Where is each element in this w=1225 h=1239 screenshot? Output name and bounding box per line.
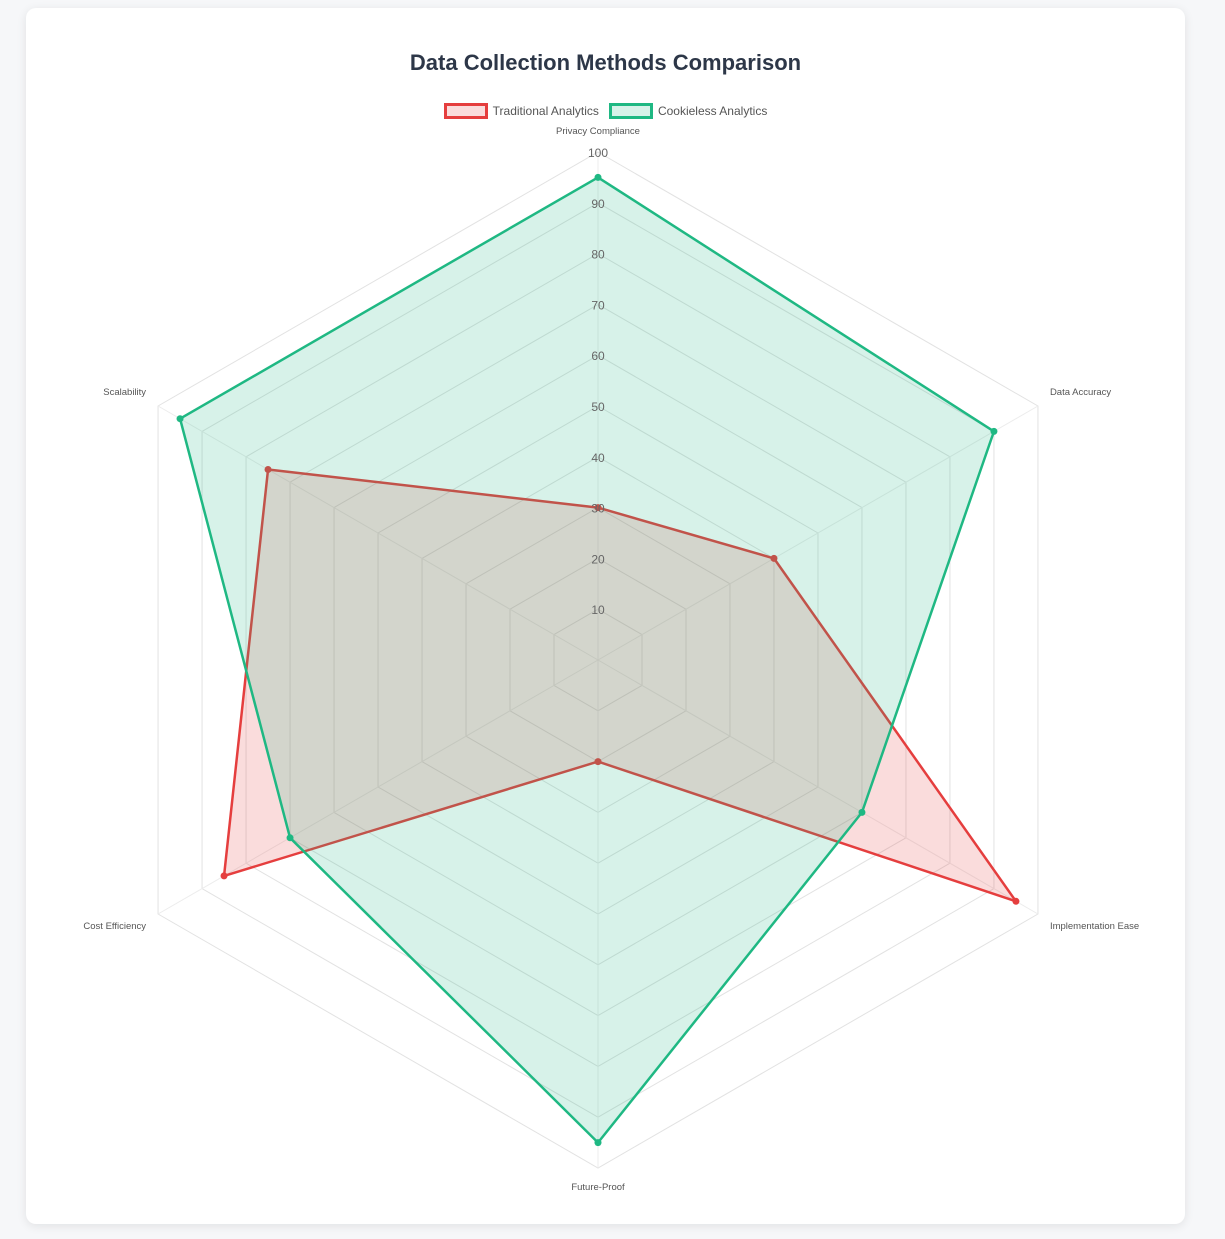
r-tick-label: 70 (591, 298, 605, 312)
grid-spoke (597, 405, 1039, 661)
legend-label-cookieless: Cookieless Analytics (657, 104, 768, 118)
grid-spoke (157, 659, 599, 915)
r-tick-label: 60 (591, 349, 605, 363)
series-point-1-1 (990, 427, 998, 435)
category-label-4: Cost Efficiency (83, 921, 146, 932)
legend-swatch-cookieless (608, 103, 653, 119)
r-tick-label: 80 (591, 248, 605, 262)
category-label-3: Future-Proof (571, 1182, 625, 1193)
category-label-2: Implementation Ease (1050, 921, 1139, 932)
r-tick-label: 90 (591, 197, 605, 211)
r-tick-label: 10 (591, 603, 605, 617)
series-point-1-2 (858, 808, 866, 816)
grid-spoke (597, 659, 1039, 915)
series-point-0-4 (220, 872, 228, 880)
chart-card: Data Collection Methods Comparison Tradi… (26, 8, 1185, 1224)
chart-title: Data Collection Methods Comparison (409, 50, 802, 75)
r-tick-label: 100 (588, 146, 608, 160)
series-point-0-2 (1012, 897, 1020, 905)
r-tick-label: 30 (591, 502, 605, 516)
legend-item-cookieless[interactable]: Cookieless Analytics (608, 103, 768, 119)
series-point-0-3 (594, 758, 602, 766)
r-tick-label: 50 (591, 400, 605, 414)
r-tick-label: 20 (591, 552, 605, 566)
series-point-1-5 (176, 415, 184, 423)
category-label-0: Privacy Compliance (556, 126, 640, 137)
series-point-0-0 (594, 504, 602, 512)
series-point-1-4 (286, 834, 294, 842)
r-tick-label: 40 (591, 451, 605, 465)
series-point-1-3 (594, 1139, 602, 1147)
series-point-1-0 (594, 173, 602, 181)
category-label-5: Scalability (103, 387, 146, 398)
legend-swatch-traditional (443, 103, 488, 119)
grid-spoke (157, 405, 599, 661)
series-point-0-5 (264, 466, 272, 473)
chart-legend: Traditional Analytics Cookieless Analyti… (26, 103, 1185, 119)
legend-item-traditional[interactable]: Traditional Analytics (443, 103, 599, 119)
series-point-0-1 (770, 554, 778, 562)
radar-chart: 10 20 30 40 50 60 70 80 90 100 Privacy Compliance D… (83, 126, 1139, 1193)
series-area-1 (178, 176, 996, 1144)
category-label-1: Data Accuracy (1050, 387, 1111, 398)
legend-label-traditional: Traditional Analytics (492, 104, 599, 118)
